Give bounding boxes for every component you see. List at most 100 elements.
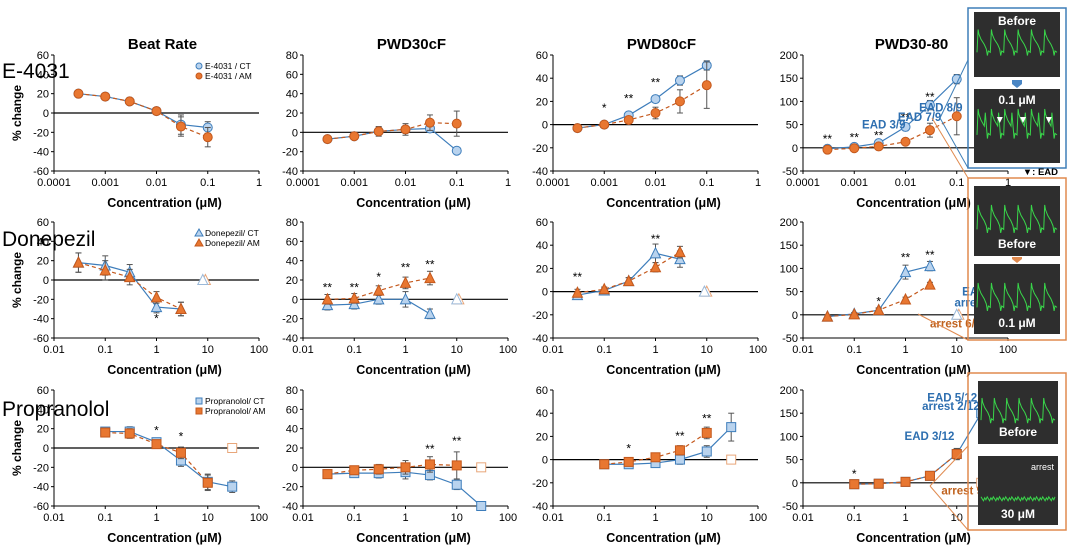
plot-e-4031-pwd80cf: PWD80cF -40 -20 0 20 40 60 0.0001 0.001 0.01 0.1 1 C… xyxy=(532,36,761,210)
x-axis-label: Concentration (μM) xyxy=(606,196,721,210)
legend-marker xyxy=(195,407,203,415)
y-tick-label: -40 xyxy=(282,166,298,178)
x-tick-label: 0.1 xyxy=(347,344,362,356)
y-tick-label: -20 xyxy=(33,462,49,474)
x-tick-label: 0.01 xyxy=(542,344,563,356)
x-tick-label: 0.001 xyxy=(590,177,618,189)
data-point xyxy=(623,114,634,125)
data-point xyxy=(202,477,213,488)
legend-label: E-4031 / AM xyxy=(205,71,252,81)
significance-marker: ** xyxy=(925,248,935,262)
down-arrow-icon xyxy=(1012,80,1022,88)
data-point xyxy=(599,119,610,130)
data-point xyxy=(674,445,685,456)
x-tick-label: 0.001 xyxy=(91,177,119,189)
data-point xyxy=(622,274,635,287)
open-point xyxy=(698,284,711,297)
y-tick-label: 80 xyxy=(286,217,298,229)
legend-item-am: Propranolol/ AM xyxy=(195,406,265,416)
significance-marker: * xyxy=(154,423,159,437)
significance-marker: * xyxy=(626,442,631,456)
data-point xyxy=(424,271,436,284)
y-tick-label: 0 xyxy=(792,478,798,490)
series-line xyxy=(577,252,681,296)
series-am xyxy=(821,278,936,322)
y-tick-label: -50 xyxy=(782,166,798,178)
x-tick-label: 0.01 xyxy=(292,512,313,524)
x-tick-label: 0.1 xyxy=(347,512,362,524)
y-tick-label: 150 xyxy=(780,408,798,420)
dose-background xyxy=(982,314,1052,331)
x-axis-label: Concentration (μM) xyxy=(606,363,721,377)
x-tick-label: 0.01 xyxy=(43,512,64,524)
data-point xyxy=(900,136,911,147)
data-point xyxy=(674,454,685,465)
legend-label: Propranolol/ CT xyxy=(205,396,265,406)
data-point xyxy=(572,123,583,134)
open-point xyxy=(726,454,737,465)
y-tick-label: 0 xyxy=(542,455,548,467)
row-label-e4031: E-4031 xyxy=(2,60,70,83)
data-point xyxy=(99,263,112,276)
y-tick-label: 20 xyxy=(286,275,298,287)
significance-marker: ** xyxy=(702,411,712,425)
series-line xyxy=(577,251,681,294)
y-tick-label: -20 xyxy=(532,143,548,155)
ead-annotation: EAD 3/12 xyxy=(905,431,955,443)
y-tick-label: 20 xyxy=(536,263,548,275)
y-tick-label: -60 xyxy=(33,501,49,513)
data-point xyxy=(674,75,685,86)
plot-e-4031-beat-rate: Beat Rate -60 -40 -20 0 20 40 60 0.0001 0.001 0.01… xyxy=(10,36,262,210)
x-tick-label: 0.1 xyxy=(597,512,612,524)
x-tick-label: 0.1 xyxy=(847,512,862,524)
x-tick-label: 100 xyxy=(749,512,767,524)
ecg-trace xyxy=(976,108,1058,139)
y-tick-label: 60 xyxy=(37,217,49,229)
y-tick-label: -40 xyxy=(282,501,298,513)
x-tick-label: 0.1 xyxy=(847,344,862,356)
data-point xyxy=(599,459,610,470)
x-tick-label: 0.1 xyxy=(699,177,714,189)
data-point xyxy=(72,255,85,268)
ecg-trace xyxy=(976,29,1058,56)
y-tick-label: -50 xyxy=(782,501,798,513)
y-tick-label: 40 xyxy=(536,408,548,420)
y-tick-label: -20 xyxy=(33,294,49,306)
data-point xyxy=(151,439,162,450)
data-point xyxy=(650,108,661,118)
x-tick-label: 1 xyxy=(505,177,511,189)
ead-marker-icon xyxy=(1020,117,1027,123)
x-axis-label: Concentration (μM) xyxy=(107,531,222,545)
trace-insets: Before 0.1 μM ▼: EAD Before 0.1 μM Before 30 μ… xyxy=(917,7,1067,531)
y-tick-label: 200 xyxy=(780,50,798,62)
callout-line xyxy=(929,445,969,487)
series-am xyxy=(100,427,213,492)
data-point xyxy=(674,252,686,265)
data-point xyxy=(849,479,860,490)
series-line xyxy=(78,93,208,138)
x-tick-label: 1 xyxy=(902,344,908,356)
y-axis-label: % change xyxy=(10,252,24,308)
legend-label: Donepezil/ CT xyxy=(205,228,259,238)
x-tick-label: 0.01 xyxy=(43,344,64,356)
significance-marker: ** xyxy=(573,270,583,284)
inset-frame-0 xyxy=(967,7,1067,169)
x-axis-label: Concentration (μM) xyxy=(107,363,222,377)
x-axis-label: Concentration (μM) xyxy=(856,196,971,210)
data-point xyxy=(399,292,412,305)
callout-line xyxy=(917,313,969,341)
data-point xyxy=(900,121,911,132)
y-tick-label: 20 xyxy=(536,431,548,443)
data-point xyxy=(175,302,187,314)
y-tick-label: 0 xyxy=(542,120,548,132)
series-am xyxy=(571,245,686,298)
significance-marker: ** xyxy=(323,281,333,295)
inset-label: Before xyxy=(998,237,1036,251)
open-point xyxy=(196,273,209,285)
y-tick-label: -40 xyxy=(532,333,548,345)
y-tick-label: -20 xyxy=(33,127,49,139)
significance-marker: * xyxy=(602,101,607,115)
x-axis-label: Concentration (μM) xyxy=(606,531,721,545)
x-tick-label: 100 xyxy=(499,512,517,524)
